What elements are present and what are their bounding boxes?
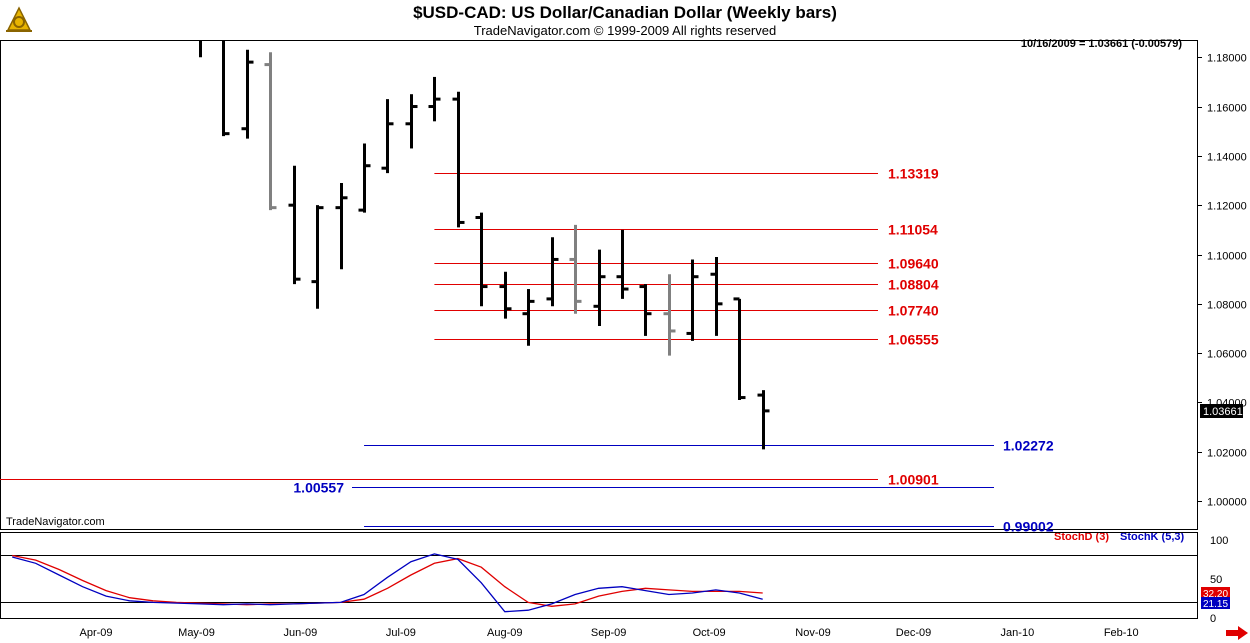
price-bar [522,289,535,346]
price-bar [593,249,606,327]
price-bar [616,229,629,299]
level-label-9: 0.99002 [1003,519,1054,535]
time-tick-label-7: Nov-09 [795,627,830,639]
price-bar [546,237,559,307]
watermark-text: TradeNavigator.com [6,516,105,528]
price-tick-label-0: 1.18000 [1207,53,1247,65]
last-price-box [1200,404,1243,418]
price-tick-label-5: 1.08000 [1207,300,1247,312]
price-tick-label-9: 1.00000 [1207,497,1247,509]
chart-title: $USD-CAD: US Dollar/Canadian Dollar (Wee… [413,3,837,22]
stochk-value-label: 21.15 [1203,599,1228,610]
price-bar [381,99,394,174]
time-tick-label-3: Jul-09 [386,627,416,639]
time-tick-label-6: Oct-09 [693,627,726,639]
price-bar [405,94,418,149]
stochastic-plot-border [0,532,1198,619]
time-tick-label-10: Feb-10 [1104,627,1139,639]
price-axis: 1.18000 1.16000 1.14000 1.12000 1.10000 1.080… [1197,53,1247,509]
stochd-line [12,554,763,607]
level-label-5: 1.06555 [888,332,939,348]
price-bar [241,49,254,139]
price-tick-label-4: 1.10000 [1207,251,1247,263]
stochd-value-box [1201,587,1230,599]
scroll-right-arrow-icon[interactable] [1226,626,1248,640]
price-bar [358,143,371,213]
time-tick-label-5: Sep-09 [591,627,626,639]
time-tick-label-4: Aug-09 [487,627,522,639]
price-bar [222,41,230,137]
price-tick-label-8: 1.02000 [1207,448,1247,460]
stochd-value-label: 32.20 [1203,589,1228,600]
price-levels: 1.13319 1.11054 1.09640 1.08804 1.07740 1.065… [0,166,1054,535]
level-label-6: 1.00901 [888,472,939,488]
stoch-tick-label-1: 50 [1210,574,1222,586]
stochd-legend: StochD (3) [1054,531,1109,543]
price-bar [475,212,488,307]
time-tick-label-9: Jan-10 [1001,627,1035,639]
level-label-0: 1.13319 [888,166,939,182]
price-bar [663,274,676,356]
stoch-tick-label-0: 100 [1210,535,1228,547]
level-label-4: 1.07740 [888,303,939,319]
price-bar [335,182,348,270]
time-axis: Apr-09 May-09 Jun-09 Jul-09 Aug-09 Sep-09 Oct-… [79,627,1138,639]
price-bar [757,390,770,450]
time-tick-label-1: May-09 [178,627,215,639]
price-bar [499,271,512,319]
chart-frame [0,40,1198,619]
level-label-1: 1.11054 [888,222,938,238]
price-bar [733,297,746,401]
last-price-label: 1.03661 [1203,406,1243,418]
level-label-7: 1.02272 [1003,438,1054,454]
time-tick-label-8: Dec-09 [896,627,931,639]
stoch-tick-label-2: 0 [1210,613,1216,625]
price-bars [148,0,770,450]
price-bar [428,76,441,122]
price-bar [569,224,582,314]
price-bar [686,259,699,341]
price-tick-label-6: 1.06000 [1207,349,1247,361]
price-bar [710,256,723,336]
level-label-3: 1.08804 [888,277,939,293]
chart-subtitle: TradeNavigator.com © 1999-2009 All right… [473,23,777,38]
price-bar [148,0,160,8]
stochk-line [12,553,763,613]
time-tick-label-0: Apr-09 [79,627,112,639]
stochk-value-box [1201,597,1230,609]
price-bar [199,41,202,58]
level-label-2: 1.09640 [888,256,939,272]
price-bar [171,0,183,20]
time-tick-label-2: Jun-09 [284,627,318,639]
price-bar [452,91,465,228]
level-label-8: 1.00557 [293,480,344,496]
price-bar [639,284,652,336]
stochk-legend: StochK (5,3) [1120,531,1185,543]
price-tick-label-2: 1.14000 [1207,152,1247,164]
price-tick-label-3: 1.12000 [1207,201,1247,213]
sextant-logo-icon [6,6,32,32]
price-tick-label-1: 1.16000 [1207,103,1247,115]
price-bar [311,205,324,309]
main-plot-border [0,40,1198,530]
price-bar [288,165,301,285]
price-bar [264,52,277,211]
